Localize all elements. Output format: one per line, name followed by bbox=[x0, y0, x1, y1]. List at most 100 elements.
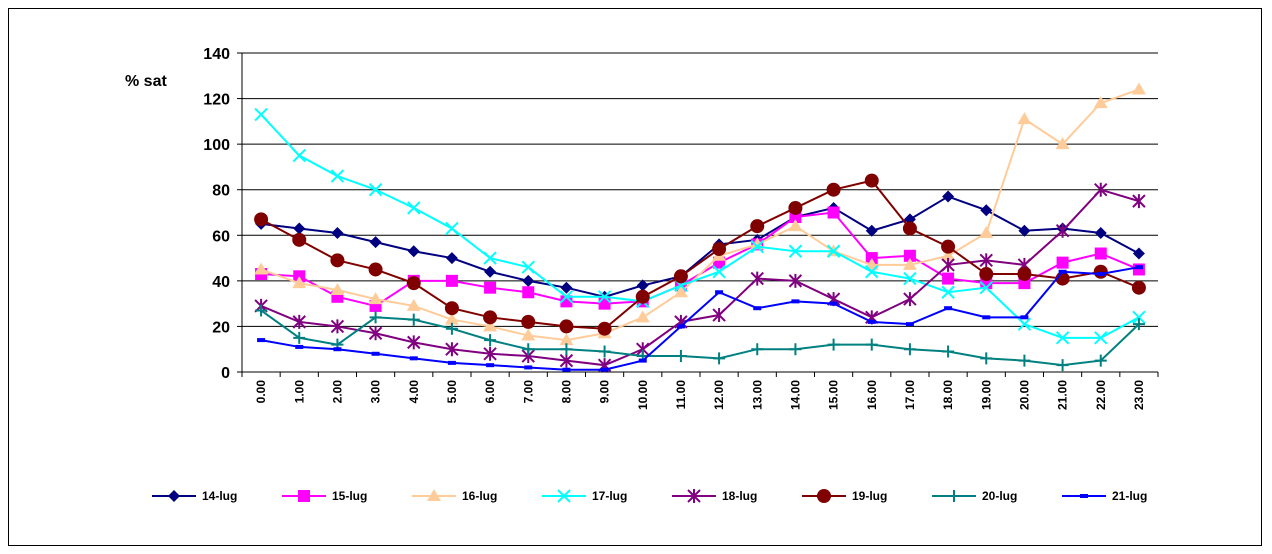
x-tick-label: 5.00 bbox=[445, 380, 459, 404]
x-tick-label: 21.00 bbox=[1056, 380, 1070, 410]
data-point bbox=[1094, 227, 1107, 240]
data-point bbox=[1132, 310, 1146, 325]
data-point bbox=[827, 338, 840, 351]
data-point bbox=[445, 322, 458, 335]
data-point bbox=[788, 200, 803, 215]
data-point bbox=[980, 352, 993, 365]
data-point bbox=[750, 271, 764, 286]
data-point bbox=[368, 326, 383, 341]
data-point bbox=[944, 306, 953, 311]
data-point bbox=[1017, 317, 1032, 331]
data-point bbox=[444, 301, 459, 316]
y-tick-label: 60 bbox=[212, 228, 230, 245]
data-point bbox=[257, 338, 266, 343]
data-point bbox=[486, 363, 495, 368]
legend-marker bbox=[427, 489, 441, 501]
gridlines bbox=[237, 52, 1159, 377]
data-point bbox=[406, 276, 421, 291]
data-point bbox=[1020, 315, 1029, 320]
data-point bbox=[982, 315, 991, 320]
data-point bbox=[903, 292, 917, 307]
legend-label: 14-lug bbox=[202, 489, 237, 503]
data-point bbox=[330, 253, 345, 268]
data-point bbox=[826, 182, 841, 197]
data-point bbox=[903, 249, 916, 262]
x-tick-label: 9.00 bbox=[598, 380, 612, 404]
data-point bbox=[1017, 112, 1032, 125]
y-tick-label: 100 bbox=[203, 137, 230, 154]
legend-item-20-lug: 20-lug bbox=[932, 489, 1017, 503]
data-point bbox=[1094, 182, 1108, 197]
data-point bbox=[788, 273, 803, 288]
data-point bbox=[292, 276, 307, 289]
data-point bbox=[368, 292, 383, 305]
data-point bbox=[522, 343, 535, 356]
data-point bbox=[407, 313, 420, 326]
data-point bbox=[562, 367, 571, 372]
series-lines bbox=[254, 82, 1146, 373]
data-point bbox=[524, 365, 533, 370]
series-16-lug bbox=[254, 82, 1146, 346]
data-point bbox=[1056, 359, 1069, 372]
y-axis-label: % sat bbox=[125, 73, 167, 90]
data-point bbox=[636, 279, 649, 292]
data-point bbox=[941, 239, 956, 254]
data-point bbox=[1096, 272, 1105, 277]
data-point bbox=[1132, 194, 1146, 209]
data-point bbox=[521, 328, 536, 341]
data-point bbox=[292, 148, 306, 163]
data-point bbox=[483, 251, 497, 265]
data-point bbox=[522, 274, 535, 287]
data-point bbox=[484, 281, 497, 294]
data-point bbox=[1017, 267, 1032, 282]
data-point bbox=[445, 342, 459, 357]
data-point bbox=[941, 285, 955, 299]
series-line bbox=[260, 113, 1140, 339]
data-point bbox=[753, 306, 762, 311]
data-point bbox=[902, 221, 917, 236]
data-point bbox=[445, 252, 458, 265]
x-tick-label: 20.00 bbox=[1017, 380, 1031, 410]
y-tick-label: 20 bbox=[212, 319, 230, 336]
legend-marker bbox=[1080, 494, 1088, 498]
data-point bbox=[371, 351, 380, 356]
y-tick-label: 0 bbox=[221, 365, 230, 382]
legend-label: 18-lug bbox=[722, 489, 757, 503]
data-point bbox=[598, 297, 611, 310]
data-point bbox=[330, 282, 345, 295]
data-point bbox=[942, 190, 955, 203]
x-tick-label: 2.00 bbox=[330, 380, 344, 404]
data-point bbox=[942, 272, 955, 285]
x-tick-label: 7.00 bbox=[521, 380, 535, 404]
data-point bbox=[406, 298, 421, 311]
legend-label: 21-lug bbox=[1112, 489, 1147, 503]
data-point bbox=[254, 212, 269, 227]
data-point bbox=[788, 244, 803, 258]
series-20-lug bbox=[255, 304, 1145, 372]
legend-label: 19-lug bbox=[852, 489, 887, 503]
data-point bbox=[712, 265, 726, 279]
x-tick-label: 17.00 bbox=[903, 380, 917, 410]
data-point bbox=[1131, 82, 1146, 95]
x-tick-label: 8.00 bbox=[559, 380, 573, 404]
data-point bbox=[521, 260, 535, 274]
data-point bbox=[598, 345, 611, 358]
data-point bbox=[750, 219, 765, 234]
data-point bbox=[635, 289, 650, 304]
data-point bbox=[445, 221, 459, 236]
series-21-lug bbox=[257, 265, 1143, 372]
legend-marker bbox=[687, 489, 701, 503]
data-point bbox=[750, 239, 764, 254]
data-point bbox=[1131, 280, 1146, 295]
data-point bbox=[483, 319, 498, 332]
data-point bbox=[1094, 354, 1107, 367]
data-point bbox=[712, 241, 727, 256]
legend-item-18-lug: 18-lug bbox=[672, 489, 757, 503]
series-line bbox=[260, 195, 1140, 298]
data-point bbox=[1058, 269, 1067, 274]
series-17-lug bbox=[254, 107, 1146, 345]
data-point bbox=[293, 222, 306, 235]
legend-marker bbox=[817, 489, 831, 503]
data-point bbox=[407, 245, 420, 258]
